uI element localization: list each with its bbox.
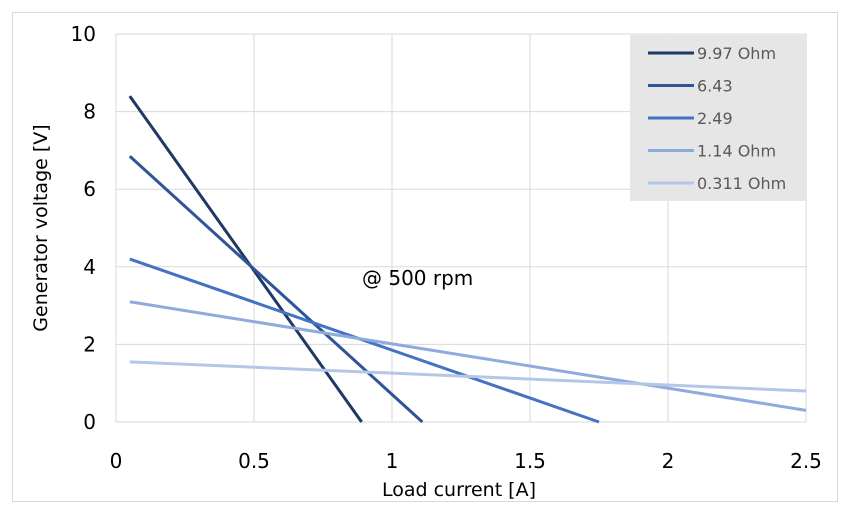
x-axis-title: Load current [A] <box>382 479 536 501</box>
y-axis-ticks: 0 2 4 6 8 10 <box>71 22 96 434</box>
rpm-annotation: @ 500 rpm <box>362 266 473 290</box>
y-tick-label: 10 <box>71 22 96 46</box>
y-axis-title: Generator voltage [V] <box>30 124 52 331</box>
gridlines <box>115 33 807 423</box>
x-axis-ticks: 0 0.5 1 1.5 2 2.5 <box>110 449 822 473</box>
series-line <box>129 360 807 393</box>
x-tick-label: 0.5 <box>238 449 270 473</box>
x-tick-label: 2.5 <box>790 449 822 473</box>
legend-label: 0.311 Ohm <box>697 174 786 193</box>
y-tick-label: 6 <box>83 177 96 201</box>
series-line <box>128 95 363 423</box>
x-tick-label: 1 <box>386 449 399 473</box>
y-tick-label: 0 <box>83 410 96 434</box>
legend-label: 6.43 <box>697 77 733 96</box>
legend-label: 1.14 Ohm <box>697 142 776 161</box>
y-tick-label: 4 <box>83 255 96 279</box>
x-tick-label: 0 <box>110 449 123 473</box>
x-tick-label: 1.5 <box>514 449 546 473</box>
y-tick-label: 2 <box>83 332 96 356</box>
y-tick-label: 8 <box>83 100 96 124</box>
series-layer <box>128 95 807 424</box>
series-line <box>129 300 807 412</box>
legend: 9.97 Ohm 6.43 2.49 1.14 Ohm 0.311 Ohm <box>630 35 807 201</box>
legend-label: 2.49 <box>697 109 733 128</box>
series-line <box>128 155 424 424</box>
legend-label: 9.97 Ohm <box>697 44 776 63</box>
x-tick-label: 2 <box>662 449 675 473</box>
